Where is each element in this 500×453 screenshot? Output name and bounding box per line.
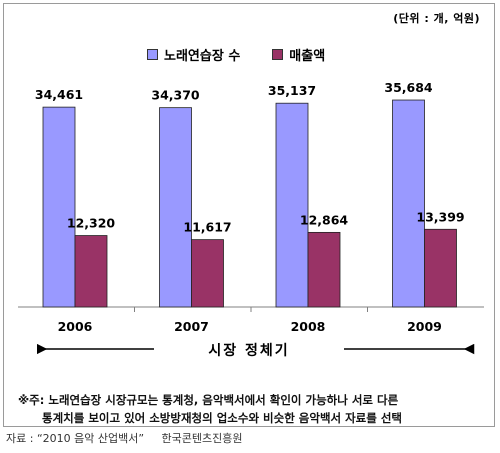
data-label-count-2006: 34,461 bbox=[35, 87, 83, 102]
data-label-count-2008: 35,137 bbox=[268, 83, 316, 98]
x-tick-label-2008: 2008 bbox=[291, 319, 326, 334]
source-org: 한국콘텐츠진흥원 bbox=[161, 432, 243, 445]
x-tick-label-2009: 2009 bbox=[407, 319, 442, 334]
legend-swatch-count bbox=[147, 49, 158, 60]
footnote: ※주: 노래연습장 시장규모는 통계청, 음악백서에서 확인이 가능하나 서로 … bbox=[18, 391, 488, 427]
legend-swatch-sales bbox=[272, 49, 284, 60]
x-tick-label-2007: 2007 bbox=[174, 319, 209, 334]
bar-sales-2008 bbox=[307, 231, 341, 308]
data-label-sales-2008: 12,864 bbox=[300, 212, 349, 227]
x-tick-label-2006: 2006 bbox=[58, 319, 93, 334]
legend-label-sales: 매출액 bbox=[289, 49, 326, 64]
footnote-line-2: 통계치를 보이고 있어 소방방재청의 업소수와 비슷한 음악백서 자료를 선택 bbox=[42, 411, 403, 425]
bar-count-2009 bbox=[392, 99, 425, 308]
bar-sales-2006 bbox=[74, 235, 108, 308]
trend-label: 시장 정체기 bbox=[208, 342, 289, 359]
footnote-line-1: ※주: 노래연습장 시장규모는 통계청, 음악백서에서 확인이 가능하나 서로 … bbox=[18, 393, 399, 407]
source-label: 자료 : “2010 음악 산업백서” bbox=[6, 432, 145, 445]
unit-label: (단위 : 개, 억원) bbox=[393, 12, 480, 25]
bar-count-2007 bbox=[159, 107, 192, 308]
data-label-sales-2006: 12,320 bbox=[67, 216, 116, 231]
legend-item-count: 노래연습장 수 bbox=[147, 45, 240, 64]
data-label-count-2007: 34,370 bbox=[151, 88, 200, 103]
bar-sales-2007 bbox=[191, 239, 224, 308]
data-label-sales-2009: 13,399 bbox=[416, 209, 464, 224]
bar-count-2008 bbox=[275, 102, 309, 308]
legend-label-count: 노래연습장 수 bbox=[164, 49, 241, 64]
bar-count-2006 bbox=[42, 106, 76, 308]
legend: 노래연습장 수 매출액 bbox=[147, 45, 325, 64]
bar-chart: 34,461 12,320 2006 34,370 11,617 2007 35,137 12… bbox=[18, 80, 484, 359]
data-label-count-2009: 35,684 bbox=[384, 80, 433, 95]
bar-sales-2009 bbox=[424, 228, 457, 308]
chart-frame: (단위 : 개, 억원) 노래연습장 수 매출액 34,461 12,320 200… bbox=[3, 3, 495, 427]
source-line: 자료 : “2010 음악 산업백서” 한국콘텐츠진흥원 bbox=[6, 430, 257, 446]
data-label-sales-2007: 11,617 bbox=[183, 220, 231, 235]
legend-item-sales: 매출액 bbox=[272, 45, 325, 64]
